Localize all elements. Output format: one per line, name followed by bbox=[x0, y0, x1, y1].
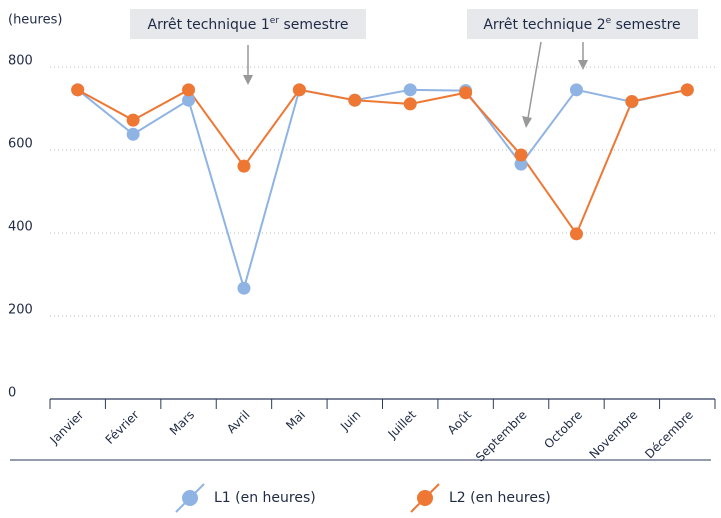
series-line bbox=[77, 88, 688, 236]
x-tick-label: Mai bbox=[283, 408, 308, 433]
legend-marker bbox=[417, 490, 433, 506]
legend-marker bbox=[182, 490, 198, 506]
x-tick-label: Juillet bbox=[385, 407, 419, 441]
point bbox=[126, 113, 140, 127]
x-tick-label: Avril bbox=[224, 408, 252, 436]
y-axis-label: (heures) bbox=[8, 13, 62, 28]
x-tick-label: Août bbox=[445, 407, 475, 437]
x-tick-label: Mars bbox=[167, 408, 197, 438]
y-tick-label: 0 bbox=[8, 386, 16, 401]
legend-label: L2 (en heures) bbox=[449, 490, 551, 506]
point bbox=[71, 83, 85, 97]
annotation-box bbox=[467, 9, 698, 39]
point bbox=[680, 83, 694, 97]
annotation-sup: e bbox=[606, 16, 612, 26]
point bbox=[292, 83, 306, 97]
point bbox=[625, 94, 639, 108]
annotation-sup: er bbox=[270, 16, 280, 26]
annotation-box bbox=[130, 9, 366, 39]
y-tick-label: 400 bbox=[8, 220, 33, 235]
y-tick-label: 200 bbox=[8, 303, 33, 318]
point bbox=[514, 148, 528, 162]
annotation: Arrêt technique 2e semestre bbox=[483, 16, 680, 34]
point bbox=[348, 93, 362, 107]
x-tick-label: Janvier bbox=[47, 408, 87, 448]
legend-label: L1 (en heures) bbox=[214, 490, 316, 506]
point bbox=[237, 159, 251, 173]
point bbox=[403, 83, 417, 97]
annotation-text: Arrêt technique 2 bbox=[483, 17, 605, 33]
x-tick-label: Décembre bbox=[642, 408, 696, 462]
series-line bbox=[77, 88, 688, 292]
y-tick-label: 800 bbox=[8, 54, 33, 69]
annotation-text: semestre bbox=[611, 17, 680, 33]
x-tick-label: Novembre bbox=[587, 408, 641, 462]
point bbox=[569, 227, 583, 241]
annotation: Arrêt technique 1er semestre bbox=[148, 16, 349, 34]
x-tick-label: Février bbox=[103, 408, 142, 447]
point bbox=[459, 86, 473, 100]
point bbox=[126, 127, 140, 141]
arrows bbox=[243, 41, 588, 128]
x-tick-label: Octobre bbox=[541, 408, 585, 452]
annotation-text: semestre bbox=[279, 17, 348, 33]
point bbox=[514, 157, 528, 171]
point bbox=[569, 83, 583, 97]
point bbox=[237, 281, 251, 295]
x-tick-label: Juin bbox=[337, 408, 363, 434]
point bbox=[182, 93, 196, 107]
x-tick-label: Septembre bbox=[473, 408, 530, 465]
annotation-text: Arrêt technique 1 bbox=[148, 17, 270, 33]
y-tick-label: 600 bbox=[8, 137, 33, 152]
point bbox=[403, 97, 417, 111]
point bbox=[182, 83, 196, 97]
